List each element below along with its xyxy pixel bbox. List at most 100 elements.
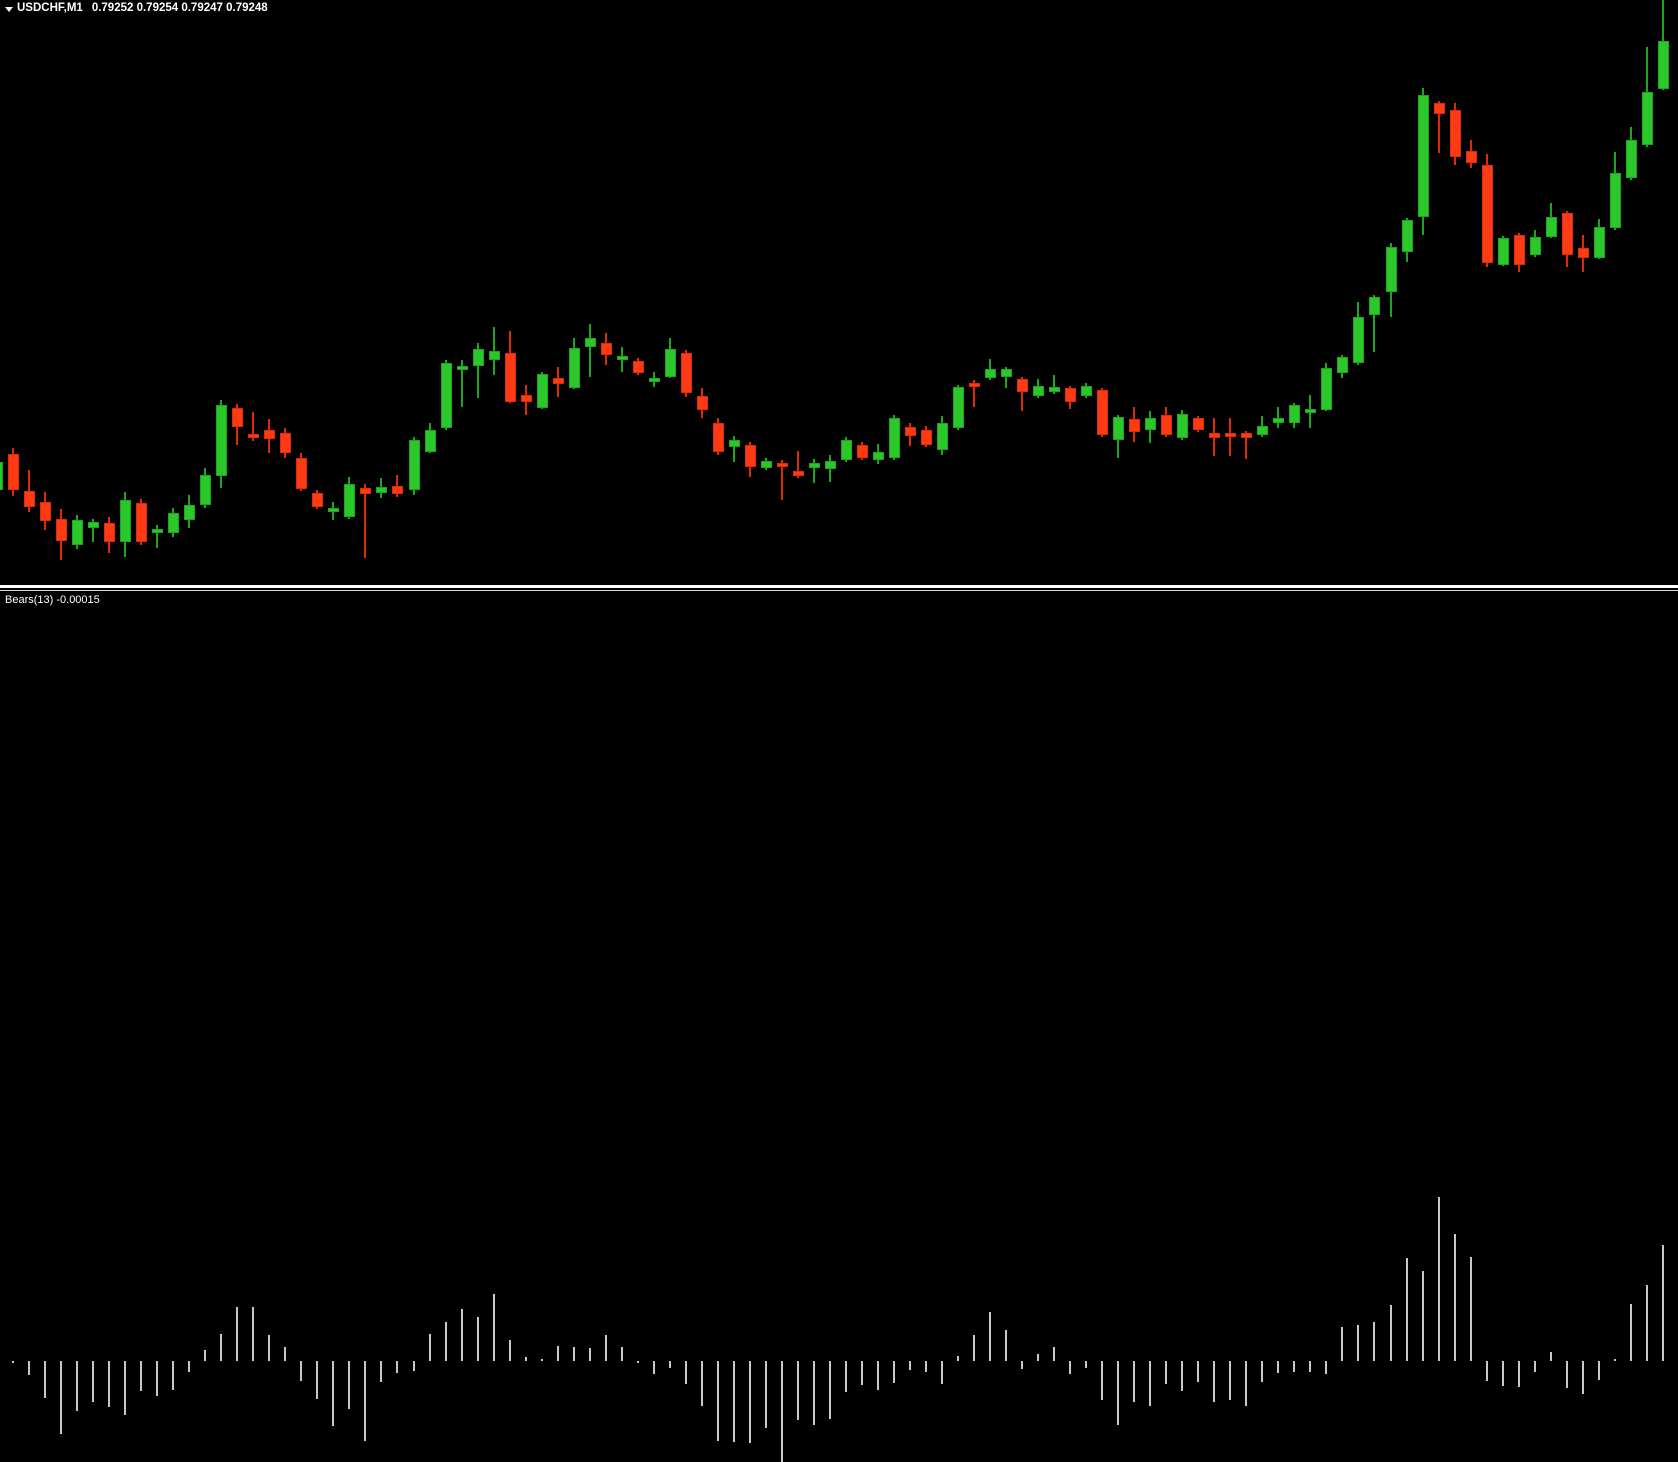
bears-power-bar	[1486, 1361, 1488, 1381]
bears-power-bar	[1598, 1361, 1600, 1380]
bears-power-bar	[1646, 1285, 1648, 1361]
bears-power-bar	[396, 1361, 398, 1373]
candle-body	[1225, 433, 1236, 437]
candle-body	[328, 508, 339, 512]
bears-power-bar	[1422, 1271, 1424, 1361]
candle-body	[1001, 369, 1012, 377]
bears-power-bar	[1662, 1245, 1664, 1361]
candle-wick	[92, 519, 94, 542]
bears-power-bar	[1518, 1361, 1520, 1387]
candle-body	[1097, 390, 1108, 435]
candle-body	[857, 445, 868, 458]
candle-wick	[1245, 431, 1247, 459]
candle-body	[697, 396, 708, 410]
candle-body	[1482, 165, 1493, 263]
candle-body	[1466, 151, 1477, 163]
candle-body	[1177, 414, 1188, 438]
bears-power-bar	[557, 1346, 559, 1361]
candle-wick	[813, 459, 815, 483]
bears-power-bar	[1213, 1361, 1215, 1402]
bears-power-bar	[156, 1361, 158, 1396]
candle-body	[777, 463, 788, 467]
bears-power-bar	[877, 1361, 879, 1390]
bears-power-bar	[1614, 1359, 1616, 1361]
bears-power-bar	[781, 1361, 783, 1462]
candle-body	[1337, 357, 1348, 373]
candle-body	[569, 348, 580, 388]
bears-power-bar	[1053, 1347, 1055, 1361]
candlestick-price-panel[interactable]	[0, 0, 1678, 585]
candle-body	[1209, 433, 1220, 438]
bears-power-bar	[1438, 1197, 1440, 1361]
bears-power-bar	[605, 1335, 607, 1361]
panel-divider[interactable]	[0, 585, 1678, 588]
candle-wick	[973, 380, 975, 407]
candle-body	[489, 351, 500, 360]
candle-body	[649, 378, 660, 382]
bears-power-bar	[701, 1361, 703, 1406]
candle-body	[1610, 173, 1621, 228]
candle-body	[1658, 41, 1669, 89]
bears-power-histogram	[0, 591, 1678, 1462]
candle-body	[200, 475, 211, 505]
candle-body	[232, 408, 243, 427]
candle-wick	[1005, 367, 1007, 388]
bears-power-bar	[364, 1361, 366, 1441]
bears-power-bar	[1341, 1327, 1343, 1361]
candle-body	[1145, 418, 1156, 430]
candle-body	[473, 349, 484, 366]
candle-body	[8, 454, 19, 490]
candle-body	[1642, 92, 1653, 145]
candle-body	[1578, 248, 1589, 258]
bears-power-bar	[637, 1361, 639, 1363]
candle-body	[312, 493, 323, 507]
candle-body	[1594, 227, 1605, 258]
candle-body	[985, 369, 996, 378]
bears-power-bar	[925, 1361, 927, 1372]
bears-power-bar	[28, 1361, 30, 1375]
bears-power-bar	[893, 1361, 895, 1383]
bears-power-bar	[1277, 1361, 1279, 1373]
bears-power-bar	[813, 1361, 815, 1425]
bears-power-bar	[477, 1317, 479, 1361]
bears-power-bar	[685, 1361, 687, 1384]
candle-wick	[1021, 377, 1023, 411]
candle-wick	[797, 451, 799, 478]
bears-power-bar	[797, 1361, 799, 1420]
bears-power-bar	[957, 1356, 959, 1361]
candle-body	[761, 461, 772, 468]
candle-body	[392, 486, 403, 494]
candle-body	[953, 387, 964, 428]
panel-divider-shadow	[0, 590, 1678, 591]
candle-body	[264, 430, 275, 439]
bears-power-bar	[429, 1334, 431, 1361]
bears-power-bar	[1357, 1325, 1359, 1361]
bears-power-bar	[204, 1350, 206, 1361]
candle-body	[617, 356, 628, 360]
candle-body	[441, 363, 452, 428]
candle-body	[1402, 220, 1413, 252]
candle-body	[905, 427, 916, 436]
bears-power-bar	[1470, 1257, 1472, 1361]
bears-power-bar	[172, 1361, 174, 1390]
candle-body	[633, 361, 644, 373]
candle-body	[553, 378, 564, 384]
candle-body	[56, 519, 67, 541]
bears-power-bar	[1406, 1258, 1408, 1361]
bears-power-bar	[1502, 1361, 1504, 1386]
bears-power-bar	[845, 1361, 847, 1392]
ohlc-values-label: 0.79252 0.79254 0.79247 0.79248	[91, 2, 268, 14]
candle-body	[296, 458, 307, 489]
chevron-down-icon[interactable]	[5, 7, 13, 12]
candle-wick	[589, 324, 591, 377]
bears-power-bar	[525, 1357, 527, 1361]
candle-body	[40, 502, 51, 521]
candle-body	[841, 440, 852, 460]
candlestick-series	[0, 0, 1678, 585]
candle-body	[1033, 386, 1044, 396]
candle-body	[729, 440, 740, 447]
bears-power-panel[interactable]	[0, 591, 1678, 1462]
candle-body	[1289, 405, 1300, 423]
bears-power-bar	[461, 1309, 463, 1361]
candle-body	[136, 503, 147, 542]
